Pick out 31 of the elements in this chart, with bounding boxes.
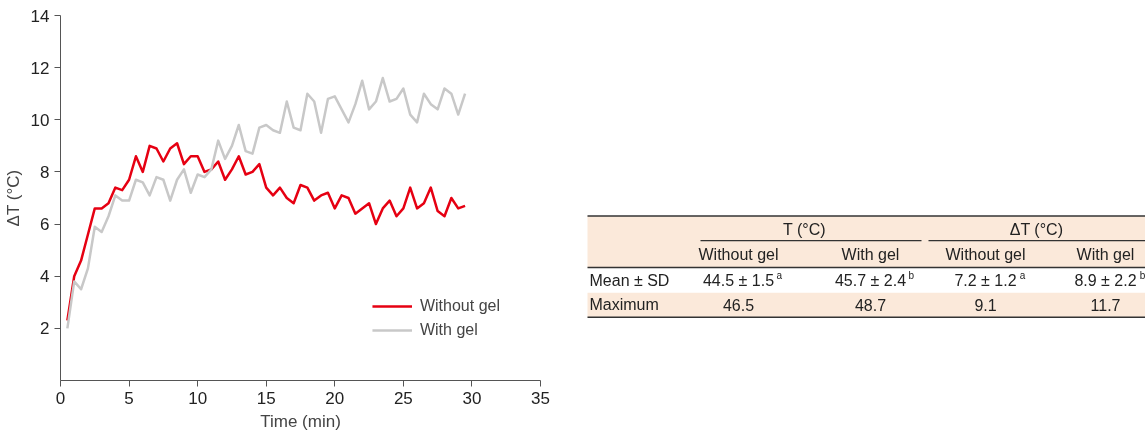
y-tick-label: 8 (40, 162, 50, 182)
x-tick-label: 0 (55, 388, 66, 408)
x-tick-label: 15 (256, 388, 276, 408)
text: With gel (841, 246, 900, 264)
text: Without gel (945, 246, 1026, 264)
text: Mean ± SD (589, 271, 670, 289)
text: 46.5 (722, 296, 755, 314)
x-tick-label: 10 (188, 388, 208, 408)
text: Without gel (698, 246, 779, 264)
text: 9.1 (974, 296, 997, 314)
x-tick-label: 5 (124, 388, 134, 408)
legend-label: Without gel (419, 297, 500, 315)
text: With gel (1076, 246, 1135, 264)
text: 48.7 (854, 296, 887, 314)
x-tick-label: 30 (462, 388, 482, 408)
y-tick-label: 2 (40, 319, 50, 339)
x-tick-label: 20 (325, 388, 345, 408)
y-tick-label: 10 (30, 110, 50, 130)
y-tick-label: 12 (30, 58, 50, 78)
x-axis-title: Time (min) (260, 411, 341, 431)
y-axis-title: ΔT (°C) (3, 169, 23, 227)
legend-label: With gel (419, 321, 478, 339)
x-tick-label: 25 (393, 388, 413, 408)
x-tick-label: 35 (531, 388, 550, 408)
text: Maximum (589, 296, 659, 314)
y-tick-label: 14 (30, 6, 50, 26)
y-tick-label: 6 (40, 215, 50, 235)
text: ΔT (°C) (1009, 221, 1063, 239)
text: T (°C) (783, 221, 826, 239)
y-tick-label: 4 (40, 267, 50, 287)
text: 11.7 (1090, 296, 1121, 314)
